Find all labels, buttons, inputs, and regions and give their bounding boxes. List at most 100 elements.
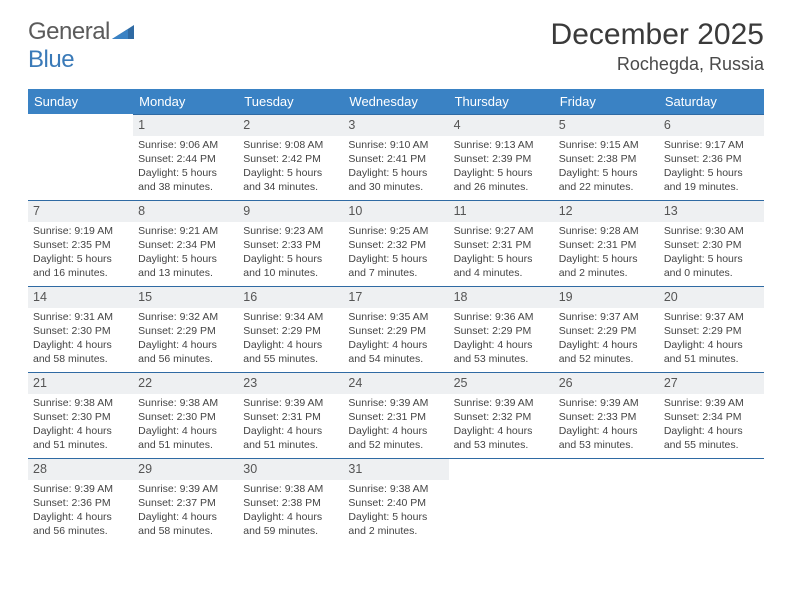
sunrise-text: Sunrise: 9:06 AM: [138, 138, 233, 152]
day-info: Sunrise: 9:37 AMSunset: 2:29 PMDaylight:…: [554, 308, 659, 371]
day-number: 30: [238, 458, 343, 480]
day-number: 7: [28, 200, 133, 222]
sunset-text: Sunset: 2:29 PM: [454, 324, 549, 338]
daylight-text: and 55 minutes.: [243, 352, 338, 366]
calendar-cell: 20Sunrise: 9:37 AMSunset: 2:29 PMDayligh…: [659, 286, 764, 372]
daylight-text: Daylight: 4 hours: [33, 338, 128, 352]
calendar-header-row: SundayMondayTuesdayWednesdayThursdayFrid…: [28, 89, 764, 114]
day-number: 23: [238, 372, 343, 394]
sunset-text: Sunset: 2:31 PM: [454, 238, 549, 252]
calendar-cell: 13Sunrise: 9:30 AMSunset: 2:30 PMDayligh…: [659, 200, 764, 286]
sunrise-text: Sunrise: 9:38 AM: [348, 482, 443, 496]
calendar-cell: 12Sunrise: 9:28 AMSunset: 2:31 PMDayligh…: [554, 200, 659, 286]
day-number: 22: [133, 372, 238, 394]
daylight-text: Daylight: 4 hours: [664, 424, 759, 438]
day-info: Sunrise: 9:39 AMSunset: 2:36 PMDaylight:…: [28, 480, 133, 543]
daylight-text: Daylight: 4 hours: [33, 510, 128, 524]
daylight-text: and 19 minutes.: [664, 180, 759, 194]
sunrise-text: Sunrise: 9:19 AM: [33, 224, 128, 238]
daylight-text: and 4 minutes.: [454, 266, 549, 280]
daylight-text: and 56 minutes.: [138, 352, 233, 366]
day-number: 14: [28, 286, 133, 308]
daylight-text: and 51 minutes.: [33, 438, 128, 452]
day-number: 13: [659, 200, 764, 222]
sunrise-text: Sunrise: 9:38 AM: [33, 396, 128, 410]
day-info: Sunrise: 9:35 AMSunset: 2:29 PMDaylight:…: [343, 308, 448, 371]
calendar-cell: 18Sunrise: 9:36 AMSunset: 2:29 PMDayligh…: [449, 286, 554, 372]
sunrise-text: Sunrise: 9:25 AM: [348, 224, 443, 238]
daylight-text: Daylight: 4 hours: [243, 338, 338, 352]
calendar-cell: 28Sunrise: 9:39 AMSunset: 2:36 PMDayligh…: [28, 458, 133, 544]
day-number: 12: [554, 200, 659, 222]
sunset-text: Sunset: 2:31 PM: [348, 410, 443, 424]
calendar-cell: 25Sunrise: 9:39 AMSunset: 2:32 PMDayligh…: [449, 372, 554, 458]
sunrise-text: Sunrise: 9:37 AM: [559, 310, 654, 324]
daylight-text: Daylight: 4 hours: [348, 338, 443, 352]
calendar-week-row: 28Sunrise: 9:39 AMSunset: 2:36 PMDayligh…: [28, 458, 764, 544]
calendar-cell: 23Sunrise: 9:39 AMSunset: 2:31 PMDayligh…: [238, 372, 343, 458]
daylight-text: Daylight: 5 hours: [454, 166, 549, 180]
sunset-text: Sunset: 2:31 PM: [559, 238, 654, 252]
daylight-text: Daylight: 4 hours: [454, 424, 549, 438]
sunset-text: Sunset: 2:36 PM: [664, 152, 759, 166]
daylight-text: and 52 minutes.: [559, 352, 654, 366]
daylight-text: and 34 minutes.: [243, 180, 338, 194]
calendar-cell: 6Sunrise: 9:17 AMSunset: 2:36 PMDaylight…: [659, 114, 764, 200]
calendar-cell: 7Sunrise: 9:19 AMSunset: 2:35 PMDaylight…: [28, 200, 133, 286]
calendar-cell: 10Sunrise: 9:25 AMSunset: 2:32 PMDayligh…: [343, 200, 448, 286]
month-title: December 2025: [551, 18, 764, 52]
day-number: 21: [28, 372, 133, 394]
calendar-cell: [28, 114, 133, 200]
sunrise-text: Sunrise: 9:38 AM: [243, 482, 338, 496]
daylight-text: Daylight: 5 hours: [348, 252, 443, 266]
empty-day: [28, 114, 133, 135]
day-info: Sunrise: 9:30 AMSunset: 2:30 PMDaylight:…: [659, 222, 764, 285]
sunset-text: Sunset: 2:34 PM: [138, 238, 233, 252]
sunrise-text: Sunrise: 9:35 AM: [348, 310, 443, 324]
calendar-cell: 16Sunrise: 9:34 AMSunset: 2:29 PMDayligh…: [238, 286, 343, 372]
day-info: Sunrise: 9:38 AMSunset: 2:30 PMDaylight:…: [133, 394, 238, 457]
empty-day: [659, 458, 764, 480]
sunset-text: Sunset: 2:37 PM: [138, 496, 233, 510]
day-number: 9: [238, 200, 343, 222]
sunrise-text: Sunrise: 9:10 AM: [348, 138, 443, 152]
daylight-text: and 0 minutes.: [664, 266, 759, 280]
day-info: Sunrise: 9:39 AMSunset: 2:32 PMDaylight:…: [449, 394, 554, 457]
day-info: Sunrise: 9:39 AMSunset: 2:34 PMDaylight:…: [659, 394, 764, 457]
sunset-text: Sunset: 2:42 PM: [243, 152, 338, 166]
daylight-text: and 58 minutes.: [138, 524, 233, 538]
daylight-text: Daylight: 5 hours: [348, 510, 443, 524]
location-label: Rochegda, Russia: [551, 54, 764, 75]
daylight-text: and 58 minutes.: [33, 352, 128, 366]
calendar-cell: 27Sunrise: 9:39 AMSunset: 2:34 PMDayligh…: [659, 372, 764, 458]
sunset-text: Sunset: 2:30 PM: [664, 238, 759, 252]
daylight-text: Daylight: 5 hours: [138, 166, 233, 180]
day-number: 28: [28, 458, 133, 480]
day-info: Sunrise: 9:25 AMSunset: 2:32 PMDaylight:…: [343, 222, 448, 285]
day-info: Sunrise: 9:39 AMSunset: 2:31 PMDaylight:…: [343, 394, 448, 457]
calendar-cell: 14Sunrise: 9:31 AMSunset: 2:30 PMDayligh…: [28, 286, 133, 372]
daylight-text: Daylight: 4 hours: [138, 424, 233, 438]
logo-triangle-icon: [112, 18, 134, 45]
day-info: Sunrise: 9:27 AMSunset: 2:31 PMDaylight:…: [449, 222, 554, 285]
daylight-text: Daylight: 5 hours: [348, 166, 443, 180]
sunset-text: Sunset: 2:32 PM: [454, 410, 549, 424]
weekday-header: Tuesday: [238, 89, 343, 114]
calendar-cell: 15Sunrise: 9:32 AMSunset: 2:29 PMDayligh…: [133, 286, 238, 372]
day-number: 10: [343, 200, 448, 222]
daylight-text: Daylight: 5 hours: [559, 252, 654, 266]
calendar-cell: 4Sunrise: 9:13 AMSunset: 2:39 PMDaylight…: [449, 114, 554, 200]
calendar-cell: 2Sunrise: 9:08 AMSunset: 2:42 PMDaylight…: [238, 114, 343, 200]
logo: General Blue: [28, 18, 134, 74]
daylight-text: Daylight: 5 hours: [243, 252, 338, 266]
day-info: Sunrise: 9:21 AMSunset: 2:34 PMDaylight:…: [133, 222, 238, 285]
calendar-week-row: 14Sunrise: 9:31 AMSunset: 2:30 PMDayligh…: [28, 286, 764, 372]
day-info: Sunrise: 9:38 AMSunset: 2:38 PMDaylight:…: [238, 480, 343, 543]
sunrise-text: Sunrise: 9:37 AM: [664, 310, 759, 324]
sunset-text: Sunset: 2:30 PM: [138, 410, 233, 424]
day-info: Sunrise: 9:34 AMSunset: 2:29 PMDaylight:…: [238, 308, 343, 371]
sunrise-text: Sunrise: 9:08 AM: [243, 138, 338, 152]
calendar-cell: 22Sunrise: 9:38 AMSunset: 2:30 PMDayligh…: [133, 372, 238, 458]
daylight-text: and 53 minutes.: [454, 438, 549, 452]
sunset-text: Sunset: 2:35 PM: [33, 238, 128, 252]
